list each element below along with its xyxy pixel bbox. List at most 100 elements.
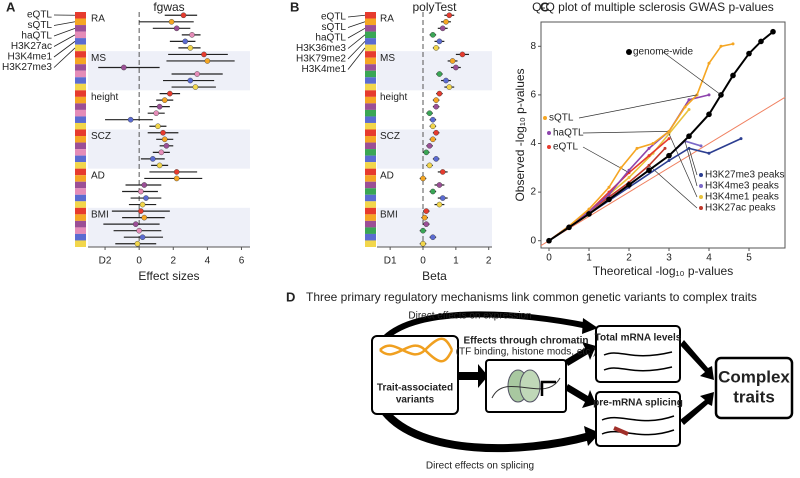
annotation-strip [365,18,376,26]
arrow [381,409,592,453]
exon-icon [613,426,629,436]
legend-label: haQTL [553,128,584,139]
point [158,149,165,156]
annotation-strip [365,129,376,137]
legend-label: H3K79me2 [296,54,346,65]
point [607,185,611,189]
point [739,137,743,141]
x-tick-label: D1 [384,256,397,267]
leader-line [582,131,670,134]
annotation-strip [75,116,86,123]
point [121,64,127,71]
point [132,221,139,227]
annotation-strip [75,233,86,241]
edge-label: Direct effects on expression [408,311,531,322]
point [619,166,623,170]
annotation-strip [365,122,376,130]
leader-line [53,47,76,68]
point [746,50,752,57]
group-label: BMI [380,209,398,220]
leader-line [53,21,76,26]
group-label: MS [380,53,395,64]
legend-swatch [626,49,632,55]
group-label: RA [91,14,105,25]
point [430,32,436,38]
y-tick-label: 8 [530,41,536,52]
x-tick-label: 5 [746,253,752,264]
point [433,45,439,51]
point [731,42,735,46]
group-band [88,129,250,169]
annotation-strip [75,214,86,221]
leader-line [53,27,76,37]
leader-line [662,51,722,96]
point [141,182,148,188]
point [667,137,671,141]
annotation-strip [75,64,86,71]
point [433,103,439,110]
point [439,195,446,201]
point [138,208,144,214]
annotation-strip [365,240,376,247]
point [663,146,667,150]
edge-label: Direct effects on splicing [426,461,534,472]
leader-line [578,94,698,119]
point [443,18,449,25]
point [127,116,134,123]
point [430,136,436,143]
annotation-strip [365,162,376,169]
chart-title: polyTest [412,0,457,14]
annotation-strip [75,122,86,130]
panel-label: D [286,289,295,304]
annotation-strip [365,175,376,182]
node-label: Complex [718,367,790,386]
point [423,221,430,227]
plot-frame [540,21,786,249]
point [187,45,194,51]
node-label: pre-mRNA splicing [593,398,683,409]
leader-line [53,34,76,47]
point [667,129,671,133]
annotation-strip [75,57,86,65]
point [546,237,552,244]
point [627,168,631,172]
y-tick-label: 6 [530,90,536,101]
panel-label: A [6,0,16,14]
point [436,71,443,77]
point [651,142,655,146]
annotation-strip [365,31,376,39]
point [156,103,163,110]
point [136,227,142,234]
legend-swatch [699,206,703,210]
annotation-strip [75,70,86,78]
annotation-strip [75,12,86,19]
x-tick-label: D2 [99,256,112,267]
point [420,240,426,247]
point [423,149,430,156]
point [433,129,439,136]
point [420,175,426,182]
arrow [458,364,488,388]
annotation-strip [75,25,86,32]
node-label: variants [396,395,435,406]
point [443,77,449,84]
node-label: Total mRNA levels [595,333,682,344]
point [161,97,168,103]
legend-swatch [547,131,551,135]
point [163,143,170,149]
point [139,234,146,241]
annotation-strip [365,181,376,189]
diagram-panel: D Three primary regulatory mechanisms li… [286,289,794,472]
annotation-strip [365,25,376,32]
group-label: AD [380,170,394,181]
annotation-strip [365,233,376,241]
panel-label: B [290,0,299,14]
annotation-strip [365,142,376,150]
legend-swatch [543,116,547,120]
leader-line [347,14,366,18]
mrna-icon [603,351,673,357]
annotation-strip [365,70,376,78]
annotation-strip [75,142,86,150]
annotation-strip [75,38,86,45]
x-axis-label: Effect sizes [138,269,199,283]
